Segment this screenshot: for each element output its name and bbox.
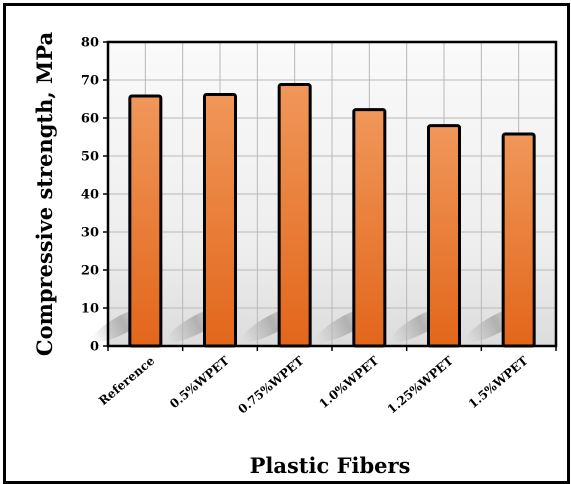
x-axis-ticks: Reference 0.5%WPET 0.75%WPET 1.0%WPET 1.25%W… — [96, 346, 557, 417]
y-tick-label: 20 — [81, 264, 99, 279]
x-category-label: 1.5%WPET — [466, 354, 531, 412]
y-tick-label: 50 — [81, 150, 99, 165]
y-tick-label: 60 — [81, 112, 99, 127]
x-category-label: Reference — [96, 353, 157, 408]
y-axis-title: Compressive strength, MPa — [32, 32, 57, 357]
x-category-label: 1.25%WPET — [385, 354, 456, 417]
x-axis-title: Plastic Fibers — [250, 453, 411, 478]
x-category-label: 1.0%WPET — [316, 354, 381, 412]
x-category-label: 0.75%WPET — [235, 354, 306, 417]
x-category-label: 0.5%WPET — [167, 354, 232, 412]
y-tick-label: 30 — [81, 226, 99, 241]
bar-0-5-wpet — [203, 92, 237, 348]
y-tick-label: 70 — [81, 74, 99, 89]
y-tick-label: 10 — [81, 302, 99, 317]
bar-1-25-wpet — [427, 124, 461, 348]
bar-1-5-wpet — [501, 132, 536, 348]
bar-reference — [128, 94, 163, 348]
y-tick-label: 40 — [81, 188, 99, 203]
bar-0-75-wpet — [277, 83, 312, 348]
bar-1-0-wpet — [352, 108, 387, 348]
y-tick-label: 80 — [81, 36, 99, 51]
bars — [128, 83, 536, 348]
y-tick-label: 0 — [90, 340, 99, 355]
y-axis-ticks: 0 10 20 30 40 50 60 70 80 — [81, 36, 108, 355]
